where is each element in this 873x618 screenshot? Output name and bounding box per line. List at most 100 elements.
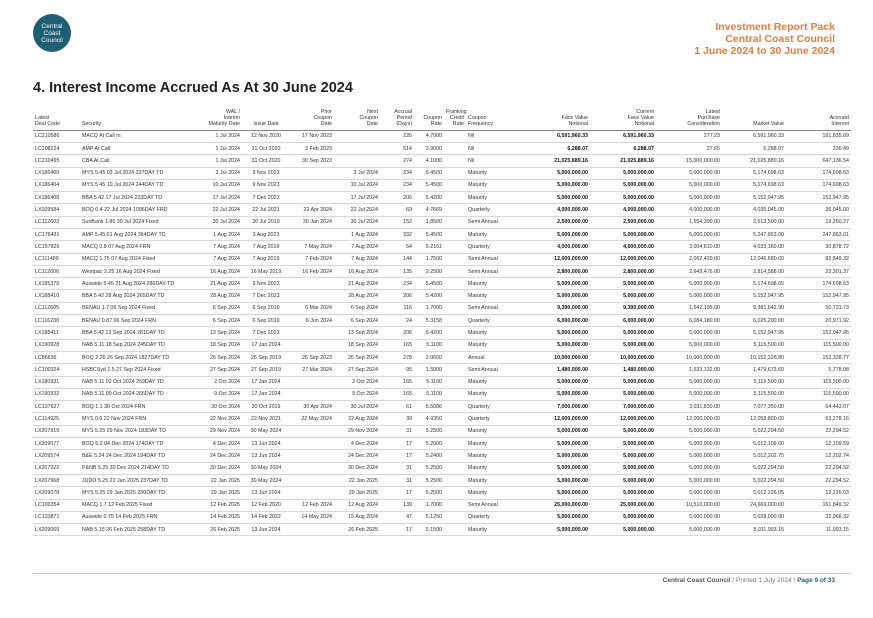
logo-line-2: Coast [43,29,61,37]
column-header: Latest Deal Code [33,109,80,131]
column-header-line: Date [366,121,378,128]
table-cell: 647,136.54 [786,154,851,168]
table-cell: LX186408 [33,191,80,205]
table-cell: 16 Feb 2024 [290,265,334,279]
column-header-line: Current [636,109,654,115]
table-cell: 1 Aug 2024 [334,228,380,242]
table-cell: 7 May 2024 [290,240,334,254]
table-cell: 5.2161 [414,240,444,254]
table-cell: 4.9350 [414,412,444,426]
table-cell: MYS 0.6 22 Nov 2024 FRN [80,412,198,426]
table-cell: 12,000,000.00 [590,412,656,426]
table-cell: 6 Jun 2024 [290,314,334,328]
table-cell: Annual [466,351,524,365]
table-cell: 7 Aug 2024 [334,253,380,266]
table-cell: 5,000,000.00 [590,289,656,303]
table-cell: LC111489 [33,253,80,266]
table-cell: LC137627 [33,400,80,414]
table-cell: Maturity [466,191,524,205]
table-cell: 5,000,000.00 [656,462,722,475]
table-cell: 12,000,000.00 [656,412,722,426]
section-title: 4. Interest Income Accrued As At 30 June… [33,80,353,96]
table-cell: 1 Jul 2024 [198,130,242,143]
table-cell: Maturity [466,388,524,402]
table-cell: 1,480,000.00 [524,363,590,377]
table-cell: 7 Aug 2019 [242,253,290,266]
table-cell: 274 [380,154,414,168]
table-cell: 5,000,000.00 [656,191,722,205]
table-row: LX188411 BBA 5.42 13 Sep 2024 281DAY TD 13… [33,326,851,340]
table-cell: 9 Oct 2024 [198,388,242,402]
column-header: Accrual Period (Days) [380,109,414,131]
table-cell: 22,294.52 [786,425,851,439]
table-cell: Quarterly [466,240,524,254]
table-cell: NAB 5.11 18 Sep 2024 245DAY TD [80,339,198,352]
column-header: Accrued Interest [786,109,851,131]
table-cell: 11,993.15 [786,523,851,537]
table-cell: 6 Sep 2024 [334,302,380,316]
table-cell: 13 Jun 2024 [242,449,290,463]
table-cell: 152,947.95 [786,191,851,205]
table-cell: 7 Dec 2023 [242,191,290,205]
table-cell: B&E 5.24 24 Dec 2024 194DAY TD [80,449,198,463]
table-cell [444,203,466,217]
table-cell [290,167,334,180]
table-cell: 22 Jan 2025 [334,474,380,488]
table-cell: 5,000,000.00 [656,326,722,340]
table-cell: 23,301.37 [786,265,851,279]
table-cell: BOQ 2.26 26 Sep 2024 1827DAY TD [80,351,198,365]
table-cell: 1.5000 [414,363,444,377]
table-row: LX209069 NAB 5.15 26 Feb 2025 258DAY TD 26… [33,523,851,537]
table-cell: LX186400 [33,167,80,180]
table-cell [444,363,466,377]
table-cell: LC157826 [33,240,80,254]
table-cell: 17 Jul 2024 [198,191,242,205]
table-cell: 1 Jul 2024 [198,142,242,156]
table-cell: 3,004,810.00 [656,240,722,254]
table-cell: Maturity [466,179,524,193]
table-cell: 206 [380,289,414,303]
table-cell [334,142,380,156]
table-cell: 2,062,420.00 [656,253,722,266]
table-cell: 18 Sep 2024 [198,339,242,352]
table-cell: 9,390,000.00 [590,302,656,316]
column-header-line: Coupon [468,115,487,122]
column-header-line: Notional [634,121,654,128]
table-cell: 31 Oct 2020 [242,154,290,168]
table-cell: BBA 5.42 28 Aug 2024 265DAY TD [80,289,198,303]
table-cell: 30,878.72 [786,240,851,254]
table-cell: 5,000,000.00 [524,523,590,537]
table-row: LC137627 BOQ 1.1 30 Oct 2024 FRN 30 Oct 20… [33,400,851,414]
table-cell: 5,000,000.00 [590,376,656,389]
table-cell: 7 Feb 2024 [290,253,334,266]
table-cell: LC133871 [33,511,80,525]
table-cell [290,523,334,537]
table-cell: 5.4200 [414,326,444,340]
table-cell: LX209574 [33,449,80,463]
table-cell [444,179,466,193]
table-cell: BENAU 0.87 06 Sep 2024 FRN [80,314,198,328]
table-cell [444,142,466,156]
table-cell: Semi Annual [466,253,524,266]
report-org: Central Coast Council [725,33,835,45]
table-cell: LC210495 [33,154,80,168]
table-cell: 5,000,000.00 [524,376,590,389]
table-cell: NAB 5.11 09 Oct 2024 266DAY TD [80,388,198,402]
table-cell [290,179,334,193]
table-cell: 5.2000 [414,437,444,451]
table-cell: 161,849.32 [786,499,851,512]
table-cell: LX180931 [33,376,80,389]
table-cell: 5,012,109.60 [722,437,786,451]
table-cell: 226 [380,130,414,143]
table-cell: 4,000,000.00 [590,240,656,254]
table-cell: 191,835.09 [786,130,851,143]
table-cell: 5,000,000.00 [590,474,656,488]
table-cell: 17 [380,523,414,537]
table-row: LC100324 HSBCSyd 1.5 27 Sep 2024 Fixed 27 … [33,363,851,377]
table-cell: Semi Annual [466,499,524,512]
table-cell: 9,390,000.00 [524,302,590,316]
table-cell: 5.1100 [414,339,444,352]
table-cell: Nil [466,154,524,168]
table-cell: LC210586 [33,130,80,143]
table-cell: LC112603 [33,216,80,229]
